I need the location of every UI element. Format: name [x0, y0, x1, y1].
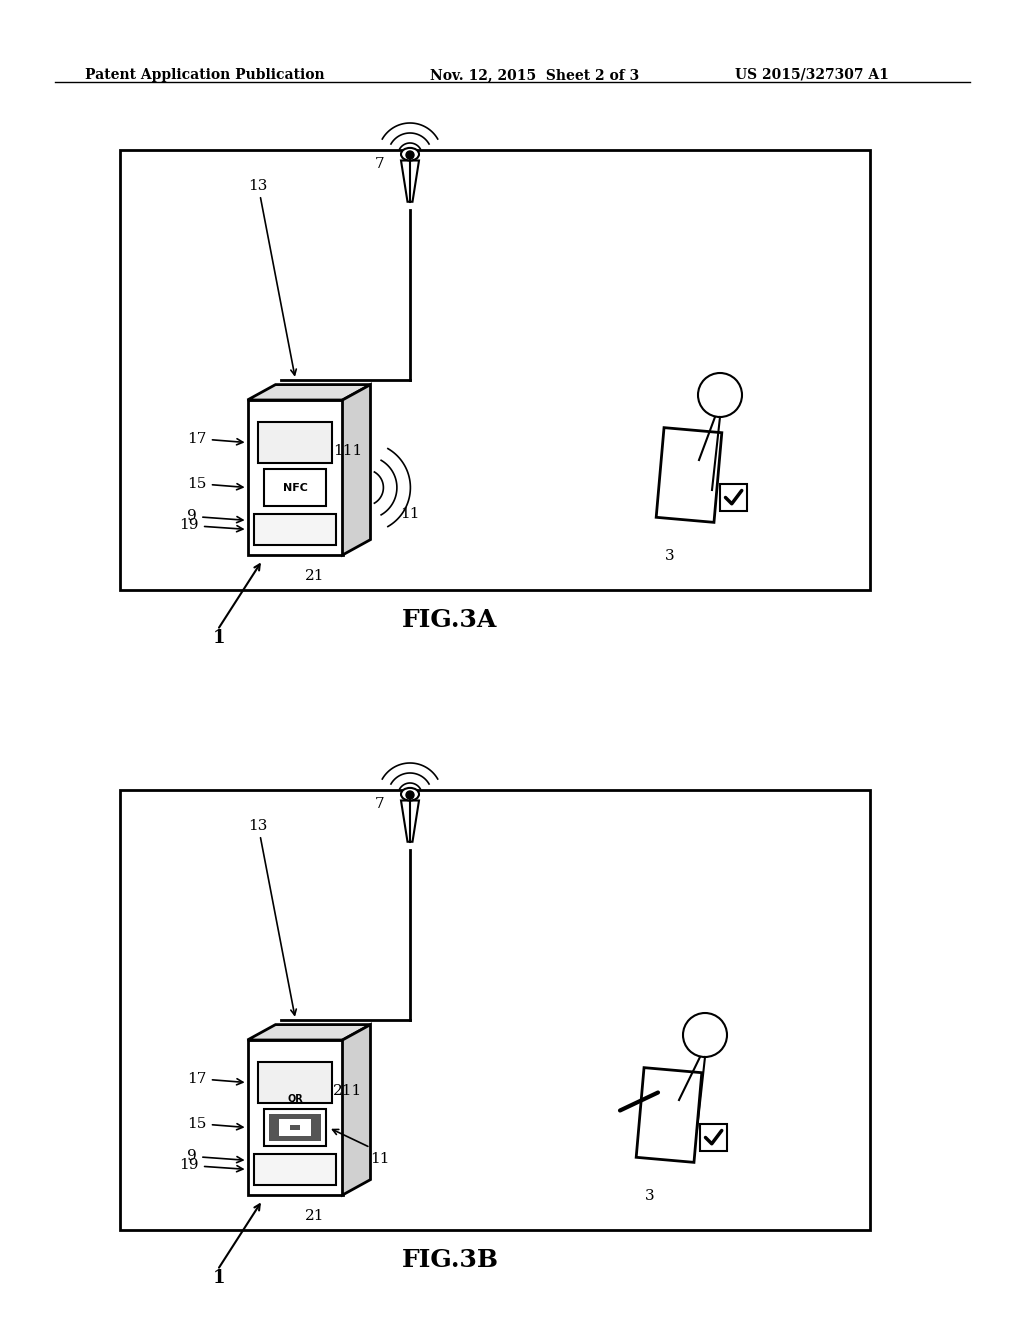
- Text: 111: 111: [334, 444, 362, 458]
- Polygon shape: [342, 384, 371, 554]
- Bar: [290, 1114, 300, 1119]
- Polygon shape: [636, 1068, 701, 1163]
- Circle shape: [698, 374, 742, 417]
- FancyBboxPatch shape: [699, 1125, 726, 1151]
- Text: 19: 19: [179, 1159, 243, 1172]
- Bar: [268, 1114, 280, 1119]
- Bar: [311, 1125, 322, 1130]
- Text: Nov. 12, 2015  Sheet 2 of 3: Nov. 12, 2015 Sheet 2 of 3: [430, 69, 639, 82]
- FancyBboxPatch shape: [258, 1063, 332, 1104]
- Bar: [290, 1125, 300, 1130]
- Text: NFC: NFC: [283, 483, 307, 492]
- Text: QR: QR: [287, 1094, 303, 1104]
- Text: 1: 1: [213, 630, 225, 647]
- Text: 211: 211: [334, 1084, 362, 1098]
- Text: 3: 3: [645, 1189, 654, 1203]
- Text: 13: 13: [248, 180, 267, 193]
- Text: 17: 17: [187, 1072, 243, 1085]
- FancyBboxPatch shape: [263, 469, 327, 507]
- Bar: [311, 1114, 322, 1119]
- Circle shape: [683, 1012, 727, 1057]
- Circle shape: [406, 791, 414, 799]
- Bar: [120, 789, 870, 1230]
- Bar: [300, 1114, 311, 1119]
- Text: 9: 9: [187, 510, 243, 524]
- Text: FIG.3B: FIG.3B: [401, 1247, 499, 1272]
- Text: 13: 13: [248, 818, 267, 833]
- Bar: [120, 150, 870, 590]
- Text: 15: 15: [187, 1117, 243, 1130]
- Text: FIG.3A: FIG.3A: [402, 609, 498, 632]
- Text: 7: 7: [375, 797, 385, 810]
- FancyBboxPatch shape: [720, 484, 746, 511]
- Text: 3: 3: [665, 549, 675, 564]
- Text: 21: 21: [305, 569, 325, 583]
- Polygon shape: [248, 384, 371, 400]
- Ellipse shape: [401, 148, 419, 161]
- Bar: [268, 1119, 280, 1125]
- Bar: [311, 1119, 322, 1125]
- FancyBboxPatch shape: [254, 513, 336, 545]
- Text: 11: 11: [371, 1151, 390, 1166]
- Bar: [268, 1125, 280, 1130]
- FancyBboxPatch shape: [258, 422, 332, 463]
- Text: 19: 19: [179, 519, 243, 532]
- Text: 11: 11: [400, 507, 420, 520]
- Bar: [268, 1137, 280, 1142]
- Ellipse shape: [401, 788, 419, 800]
- Text: 7: 7: [375, 157, 385, 172]
- Text: US 2015/327307 A1: US 2015/327307 A1: [735, 69, 889, 82]
- Bar: [300, 1137, 311, 1142]
- Bar: [311, 1130, 322, 1137]
- Circle shape: [406, 150, 414, 158]
- Polygon shape: [401, 800, 419, 842]
- Polygon shape: [248, 400, 342, 554]
- FancyBboxPatch shape: [263, 1109, 327, 1146]
- Text: 9: 9: [187, 1150, 243, 1163]
- Text: Patent Application Publication: Patent Application Publication: [85, 69, 325, 82]
- Polygon shape: [656, 428, 722, 523]
- Bar: [280, 1114, 290, 1119]
- Text: 1: 1: [213, 1269, 225, 1287]
- Polygon shape: [401, 161, 419, 202]
- Bar: [290, 1137, 300, 1142]
- Polygon shape: [342, 1024, 371, 1195]
- Polygon shape: [248, 1040, 342, 1195]
- Polygon shape: [248, 1024, 371, 1040]
- Text: 21: 21: [305, 1209, 325, 1224]
- Bar: [311, 1137, 322, 1142]
- Text: 17: 17: [187, 432, 243, 446]
- FancyBboxPatch shape: [254, 1154, 336, 1185]
- Bar: [268, 1130, 280, 1137]
- Bar: [280, 1137, 290, 1142]
- Text: 15: 15: [187, 477, 243, 491]
